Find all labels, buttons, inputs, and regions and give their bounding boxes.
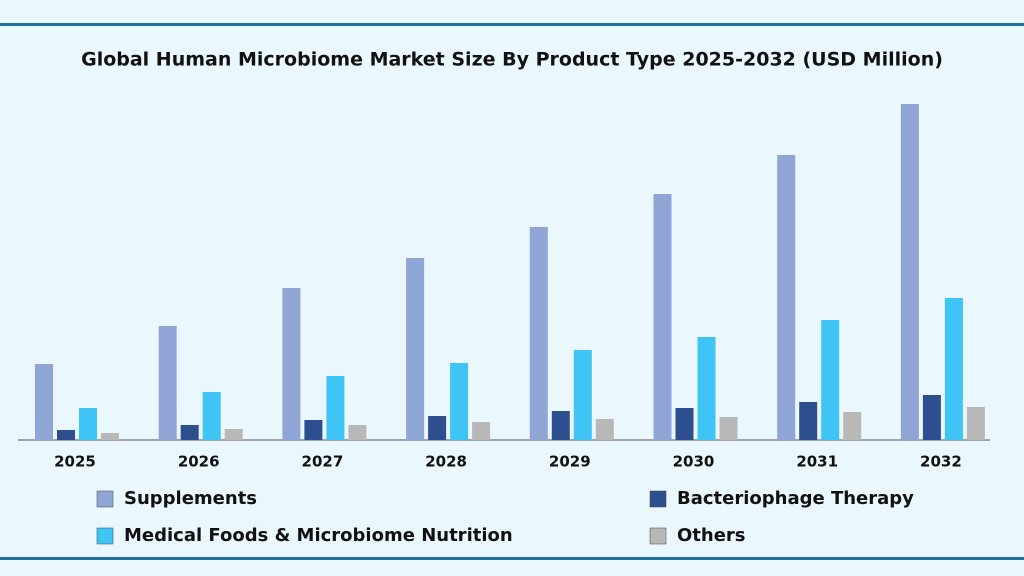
bar — [428, 416, 447, 440]
legend-swatch — [96, 527, 114, 545]
x-tick-label: 2032 — [920, 453, 962, 471]
bar — [282, 288, 301, 440]
bar — [35, 364, 53, 440]
bar — [675, 408, 694, 440]
bar — [472, 422, 491, 440]
x-tick-label: 2029 — [549, 453, 591, 471]
x-tick-label: 2026 — [178, 453, 220, 471]
bottom-border — [0, 557, 1024, 560]
chart-title: Global Human Microbiome Market Size By P… — [81, 49, 943, 71]
bar — [821, 320, 840, 440]
bar — [406, 258, 425, 440]
bar — [304, 420, 323, 440]
x-tick-label: 2031 — [796, 453, 838, 471]
bar — [922, 395, 941, 440]
bar — [697, 337, 716, 440]
legend-label: Others — [677, 525, 746, 546]
bar — [719, 417, 738, 440]
x-tick-label: 2025 — [54, 453, 96, 471]
bar — [595, 419, 614, 440]
bar — [966, 407, 985, 440]
bar — [843, 412, 862, 440]
bar — [158, 326, 177, 440]
x-tick-label: 2027 — [302, 453, 344, 471]
bar — [799, 402, 818, 440]
bar — [900, 104, 919, 440]
bar — [653, 194, 672, 440]
legend-label: Bacteriophage Therapy — [677, 488, 914, 509]
bar — [224, 429, 243, 440]
bar — [57, 430, 75, 440]
legend-swatch — [649, 490, 667, 508]
legend-swatch — [96, 490, 114, 508]
bar — [180, 425, 199, 440]
bar — [944, 298, 963, 440]
bar — [551, 411, 570, 440]
bar — [348, 425, 367, 440]
top-border — [0, 23, 1024, 26]
bar — [529, 227, 548, 440]
bar — [101, 433, 119, 440]
bar — [79, 408, 97, 440]
bar — [326, 376, 345, 440]
bar — [777, 155, 796, 440]
legend-label: Medical Foods & Microbiome Nutrition — [124, 525, 513, 546]
legend-label: Supplements — [124, 488, 257, 509]
bar — [202, 392, 221, 440]
x-tick-label: 2030 — [673, 453, 715, 471]
legend-swatch — [649, 527, 667, 545]
bar — [573, 350, 592, 440]
bar — [450, 363, 469, 440]
x-tick-label: 2028 — [425, 453, 467, 471]
